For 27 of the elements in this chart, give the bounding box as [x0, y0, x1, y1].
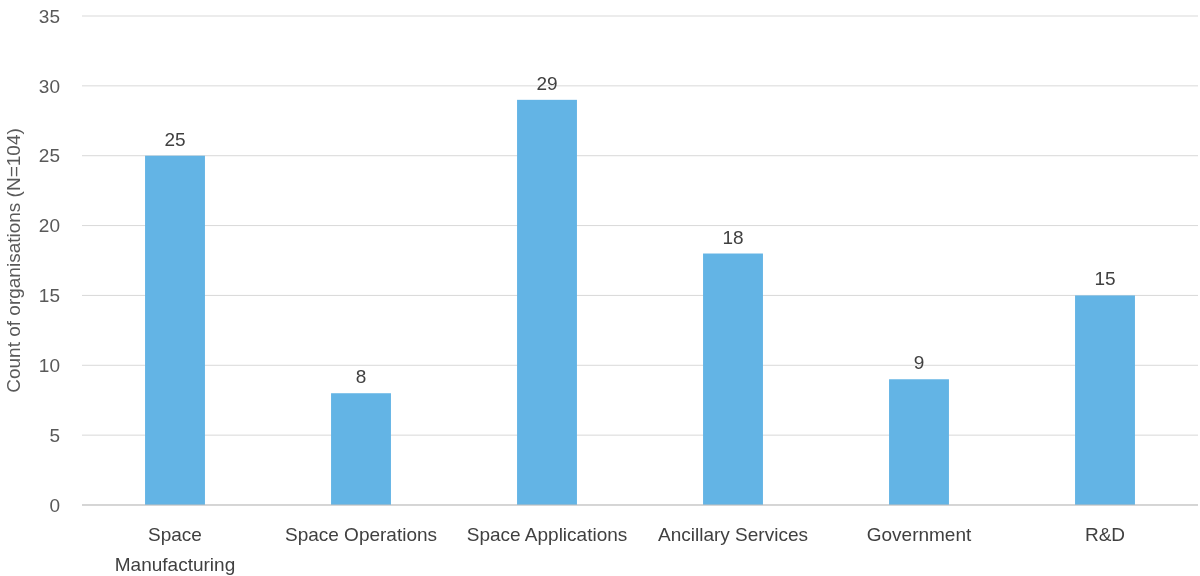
data-label: 25: [164, 128, 186, 150]
y-tick-label: 20: [38, 215, 60, 237]
bar: [517, 99, 577, 505]
bar: [145, 155, 205, 505]
bar: [1075, 295, 1135, 505]
x-tick-label: Space Manufacturing: [114, 524, 236, 575]
x-tick-label: Space Applications: [466, 524, 628, 545]
y-tick-label: 5: [49, 424, 60, 446]
y-tick-label: 10: [38, 354, 60, 376]
bar: [331, 393, 391, 505]
x-tick-label: Space Operations: [284, 524, 438, 545]
x-tick-label: R&D: [1084, 524, 1126, 545]
x-tick-label: Ancillary Services: [658, 524, 808, 545]
data-label: 18: [722, 226, 744, 248]
data-label: 9: [913, 352, 925, 374]
y-tick-label: 15: [38, 285, 60, 307]
y-tick-label: 0: [49, 494, 60, 516]
data-label: 15: [1094, 268, 1116, 290]
bar: [703, 253, 763, 505]
y-tick-label: 25: [38, 145, 60, 167]
data-label: 8: [355, 366, 367, 388]
y-tick-label: 30: [38, 75, 60, 97]
data-label: 29: [536, 72, 558, 94]
y-axis-title: Count of organisations (N=104): [3, 128, 24, 393]
y-tick-label: 35: [38, 5, 60, 27]
x-tick-label: Government: [866, 524, 972, 545]
bar: [889, 379, 949, 505]
